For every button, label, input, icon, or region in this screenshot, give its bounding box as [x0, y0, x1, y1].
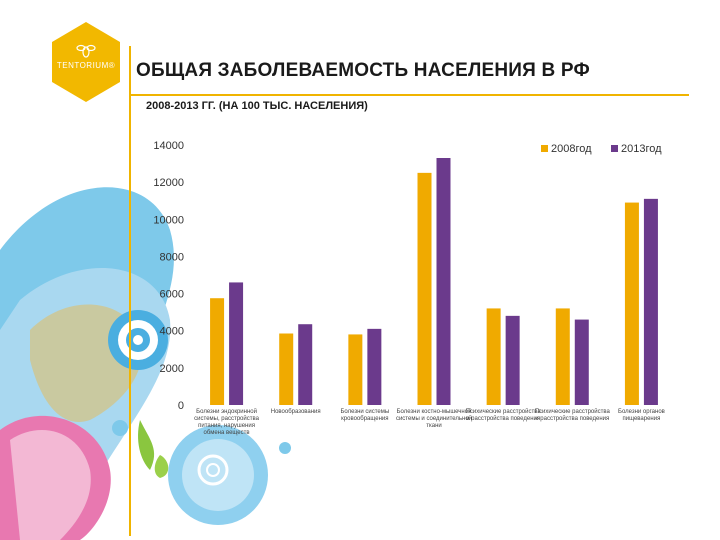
bar-2013: [505, 315, 520, 405]
legend-swatch: [541, 145, 548, 152]
accent-vertical-line: [129, 46, 131, 536]
bar-2013: [574, 319, 589, 405]
y-tick-label: 4000: [160, 326, 184, 338]
legend-swatch: [611, 145, 618, 152]
page-title: ОБЩАЯ ЗАБОЛЕВАЕМОСТЬ НАСЕЛЕНИЯ В РФ: [136, 60, 590, 81]
y-tick-label: 6000: [160, 289, 184, 301]
x-category-label: Болезни системы кровообращения: [340, 409, 390, 422]
bar-2008: [279, 333, 294, 405]
bar-2013: [436, 158, 451, 405]
bar-2013: [367, 328, 382, 405]
bar-chart: 14000 12000 10000 8000 6000 4000 2000 0 2008год 2…: [153, 140, 662, 412]
y-tick-label: 0: [178, 400, 184, 412]
legend-label: 2008год: [551, 143, 592, 155]
x-category-label: Новообразования: [270, 409, 321, 415]
logo-hexagon: [52, 22, 120, 102]
bar-2013: [643, 198, 658, 405]
tentorium-logo: TENTORIUM®: [48, 18, 124, 130]
bar-2008: [417, 172, 432, 405]
x-category-label: Болезни органов пищеварения: [618, 409, 665, 422]
y-tick-label: 14000: [153, 140, 184, 152]
bar-2008: [210, 298, 225, 405]
x-category-label: Психические расстройства и расстройства …: [534, 409, 610, 422]
bar-2008: [555, 308, 570, 405]
x-category-label: Болезни костно-мышечной системы и соедин…: [395, 409, 473, 429]
bar-2008: [486, 308, 501, 405]
logo-text: TENTORIUM®: [57, 61, 115, 70]
bar-2013: [229, 282, 244, 405]
x-category-label: Болезни эндокринной системы, расстройств…: [194, 409, 259, 436]
legend-label: 2013год: [621, 143, 662, 155]
x-category-label: Психические расстройства и расстройства …: [465, 409, 541, 422]
y-tick-label: 2000: [160, 363, 184, 375]
bar-2008: [624, 202, 639, 405]
bar-2013: [298, 324, 313, 405]
y-tick-label: 8000: [160, 251, 184, 263]
accent-horizontal-line: [129, 94, 689, 96]
page-subtitle: 2008-2013 ГГ. (НА 100 ТЫС. НАСЕЛЕНИЯ): [146, 100, 368, 112]
y-tick-label: 12000: [153, 177, 184, 189]
bar-2008: [348, 334, 363, 405]
bee-icon: [76, 44, 96, 58]
y-tick-label: 10000: [153, 214, 184, 226]
